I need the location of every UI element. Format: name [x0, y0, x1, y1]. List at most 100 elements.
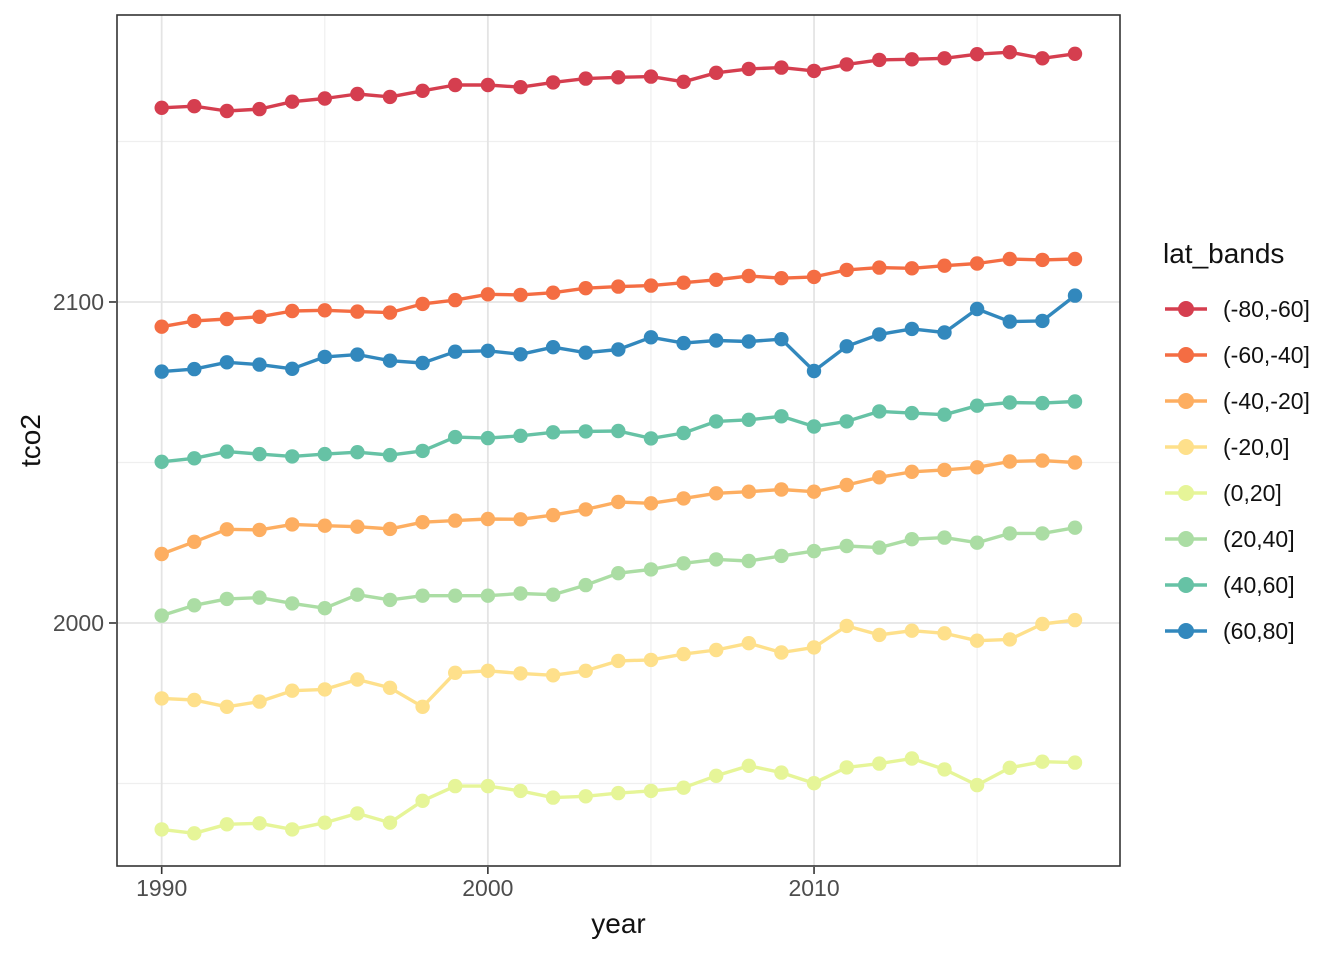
data-point-series-2 — [1067, 455, 1083, 470]
data-point-series-1 — [219, 311, 235, 327]
data-point-series-5 — [252, 590, 267, 605]
data-point-series-3 — [545, 668, 561, 683]
data-point-series-2 — [806, 484, 822, 499]
data-point-series-2 — [448, 513, 463, 528]
data-point-series-6 — [285, 449, 300, 464]
data-point-series-0 — [774, 60, 789, 75]
data-point-series-0 — [285, 94, 300, 109]
legend-item-6: (40,60] — [1163, 562, 1310, 608]
data-point-series-5 — [709, 552, 724, 567]
data-point-series-2 — [415, 515, 430, 530]
data-point-series-1 — [904, 261, 920, 276]
data-point-series-2 — [578, 502, 593, 517]
data-point-series-0 — [480, 77, 496, 93]
legend-key-icon-2 — [1165, 393, 1207, 409]
data-point-series-2 — [285, 517, 300, 532]
data-point-series-3 — [317, 682, 332, 697]
data-point-series-0 — [937, 51, 952, 66]
data-point-series-1 — [1002, 251, 1017, 267]
data-point-series-1 — [480, 287, 496, 302]
data-point-series-6 — [1002, 395, 1017, 410]
legend-label: (20,40] — [1223, 525, 1295, 552]
data-point-series-7 — [350, 347, 365, 362]
panel-border — [116, 14, 1121, 867]
data-point-series-4 — [219, 817, 235, 832]
data-point-series-0 — [219, 103, 235, 119]
data-point-series-6 — [513, 428, 528, 443]
data-point-series-5 — [969, 535, 985, 550]
data-point-series-7 — [1002, 314, 1017, 329]
data-point-series-2 — [872, 470, 887, 485]
data-point-series-7 — [969, 301, 985, 317]
data-point-series-7 — [415, 355, 430, 371]
data-point-series-5 — [350, 587, 365, 602]
data-point-series-4 — [611, 785, 626, 801]
legend-item-7: (60,80] — [1163, 608, 1310, 654]
legend-key-dot — [1178, 577, 1194, 593]
data-point-series-1 — [382, 305, 398, 320]
data-point-series-2 — [969, 460, 985, 475]
data-point-series-1 — [839, 262, 854, 278]
data-point-series-4 — [513, 783, 528, 799]
data-point-series-4 — [415, 793, 430, 808]
legend-key-icon-0 — [1165, 301, 1207, 317]
data-point-series-5 — [317, 601, 332, 616]
data-point-series-6 — [187, 451, 202, 466]
data-point-series-0 — [1035, 51, 1050, 66]
data-point-series-4 — [545, 790, 561, 805]
data-point-series-1 — [709, 272, 724, 287]
data-point-series-3 — [806, 640, 822, 655]
legend-title: lat_bands — [1163, 238, 1285, 269]
data-point-series-3 — [382, 680, 398, 695]
data-point-series-2 — [643, 496, 659, 511]
data-point-series-6 — [937, 407, 952, 422]
data-point-series-5 — [545, 587, 561, 602]
data-point-series-6 — [676, 425, 691, 441]
data-point-series-2 — [1002, 454, 1017, 469]
legend-key-dot — [1178, 485, 1194, 501]
data-point-series-7 — [741, 334, 756, 349]
data-point-series-6 — [1035, 395, 1050, 411]
data-point-series-0 — [415, 83, 430, 99]
data-point-series-3 — [513, 666, 528, 681]
legend-key-dot — [1178, 439, 1194, 455]
legend-label: (-40,-20] — [1223, 387, 1310, 414]
data-point-series-1 — [676, 275, 691, 290]
data-point-series-3 — [839, 618, 854, 634]
data-point-series-0 — [513, 80, 528, 95]
data-point-series-5 — [643, 562, 659, 577]
data-point-series-0 — [969, 47, 985, 62]
data-point-series-7 — [1035, 313, 1050, 329]
data-point-series-5 — [187, 598, 202, 613]
data-point-series-7 — [219, 355, 235, 370]
data-point-series-0 — [839, 57, 854, 72]
data-point-series-5 — [904, 532, 920, 547]
data-point-series-4 — [578, 789, 593, 804]
data-point-series-7 — [317, 349, 332, 365]
data-point-series-0 — [872, 52, 887, 68]
data-point-series-5 — [1035, 526, 1050, 541]
data-point-series-6 — [806, 419, 822, 434]
data-point-series-1 — [872, 260, 887, 275]
data-point-series-2 — [154, 546, 169, 562]
y-axis-title: tco2 — [15, 414, 46, 467]
data-point-series-2 — [187, 534, 202, 549]
data-point-series-3 — [872, 627, 887, 643]
data-point-series-5 — [415, 588, 430, 603]
legend-label: (60,80] — [1223, 617, 1295, 644]
data-point-series-2 — [937, 462, 952, 478]
data-point-series-2 — [350, 519, 365, 534]
data-point-series-6 — [709, 414, 724, 429]
data-point-series-0 — [709, 65, 724, 81]
data-point-series-2 — [904, 464, 920, 479]
data-point-series-2 — [676, 491, 691, 506]
data-point-series-4 — [1067, 755, 1083, 770]
data-point-series-6 — [350, 445, 365, 460]
data-point-series-4 — [285, 822, 300, 837]
data-point-series-1 — [1035, 252, 1050, 268]
data-point-series-3 — [187, 692, 202, 708]
data-point-series-6 — [317, 446, 332, 462]
data-point-series-0 — [1067, 46, 1083, 61]
data-point-series-4 — [969, 777, 985, 793]
